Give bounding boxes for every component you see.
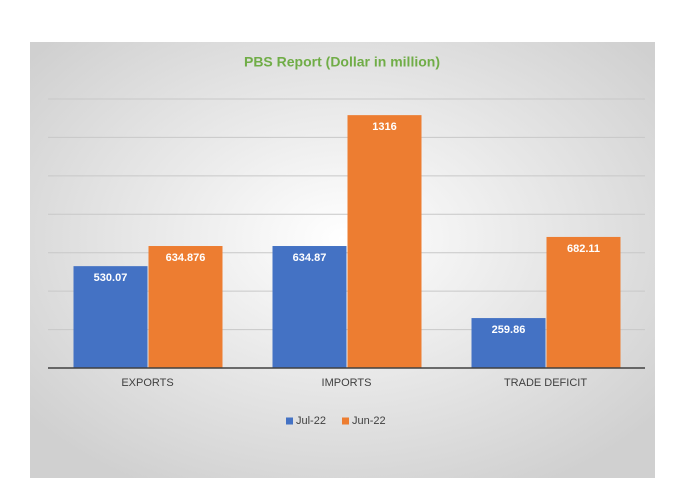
data-label: 259.86: [492, 324, 526, 336]
bar: [148, 246, 223, 368]
data-label: 634.87: [293, 252, 327, 264]
x-tick-label: TRADE DEFICIT: [504, 377, 587, 389]
legend-label: Jul-22: [296, 415, 326, 427]
data-label: 530.07: [94, 272, 128, 284]
bar: [471, 318, 546, 368]
bar: [73, 266, 148, 368]
bar: [546, 236, 621, 368]
chart-title: PBS Report (Dollar in million): [244, 54, 440, 70]
x-tick-label: IMPORTS: [322, 377, 372, 389]
data-label: 1316: [372, 121, 396, 133]
bar: [272, 246, 347, 368]
x-tick-label: EXPORTS: [121, 377, 173, 389]
bar: [347, 115, 422, 368]
legend-swatch: [286, 417, 293, 425]
legend-swatch: [342, 417, 349, 425]
data-label: 634.876: [166, 252, 206, 264]
legend-label: Jun-22: [352, 415, 386, 427]
data-label: 682.11: [567, 243, 600, 255]
